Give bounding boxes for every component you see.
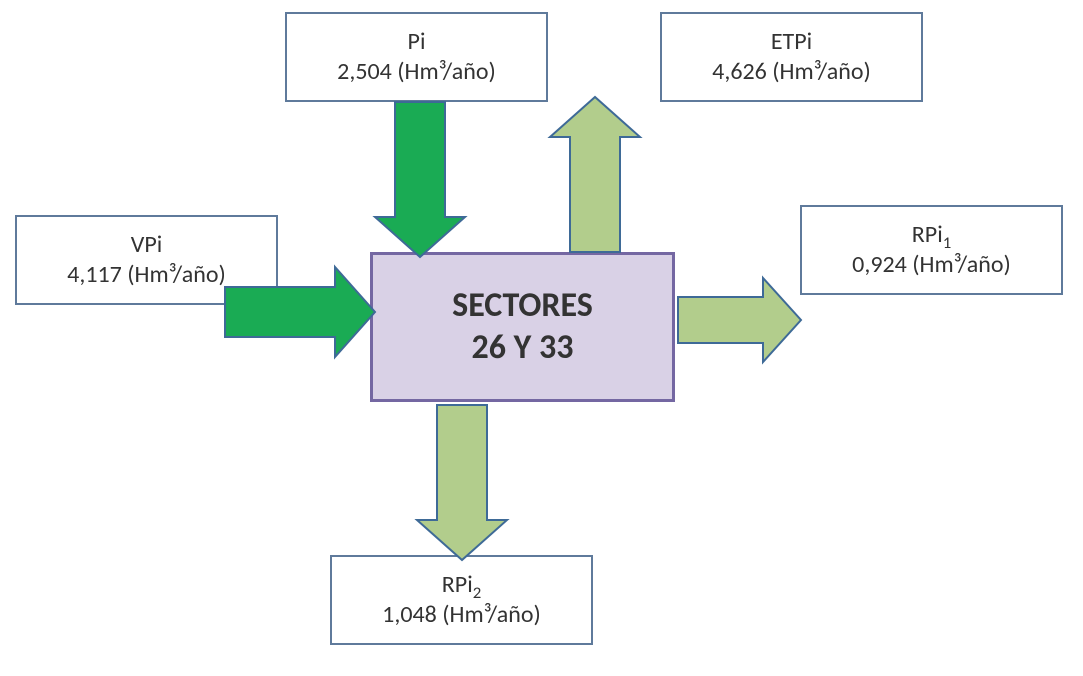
rpi1-value: 0,924 (Hm³/año) — [852, 250, 1011, 280]
vpi-label: VPi — [131, 230, 163, 260]
rpi1-label: RPi1 — [912, 220, 951, 250]
center-line2: 26 Y 33 — [472, 327, 574, 370]
center-line1: SECTORES — [452, 285, 593, 328]
arrow-rpi2-out — [417, 405, 507, 560]
etpi-value: 4,626 (Hm³/año) — [712, 57, 871, 87]
center-box: SECTORES 26 Y 33 — [370, 252, 675, 402]
box-pi: Pi 2,504 (Hm³/año) — [285, 12, 548, 102]
box-etpi: ETPi 4,626 (Hm³/año) — [660, 12, 923, 102]
arrow-rpi1-out — [678, 278, 801, 362]
pi-label: Pi — [408, 27, 426, 57]
box-rpi2: RPi2 1,048 (Hm³/año) — [330, 555, 593, 645]
vpi-value: 4,117 (Hm³/año) — [67, 260, 226, 290]
box-rpi1: RPi1 0,924 (Hm³/año) — [800, 205, 1063, 295]
rpi2-value: 1,048 (Hm³/año) — [382, 600, 541, 630]
pi-value: 2,504 (Hm³/año) — [337, 57, 496, 87]
arrow-etpi-out — [550, 97, 640, 252]
etpi-label: ETPi — [771, 27, 812, 57]
diagram-canvas: SECTORES 26 Y 33 VPi 4,117 (Hm³/año) Pi … — [0, 0, 1083, 676]
arrow-pi-in — [375, 102, 465, 257]
box-vpi: VPi 4,117 (Hm³/año) — [15, 215, 278, 305]
rpi2-label: RPi2 — [442, 570, 481, 600]
